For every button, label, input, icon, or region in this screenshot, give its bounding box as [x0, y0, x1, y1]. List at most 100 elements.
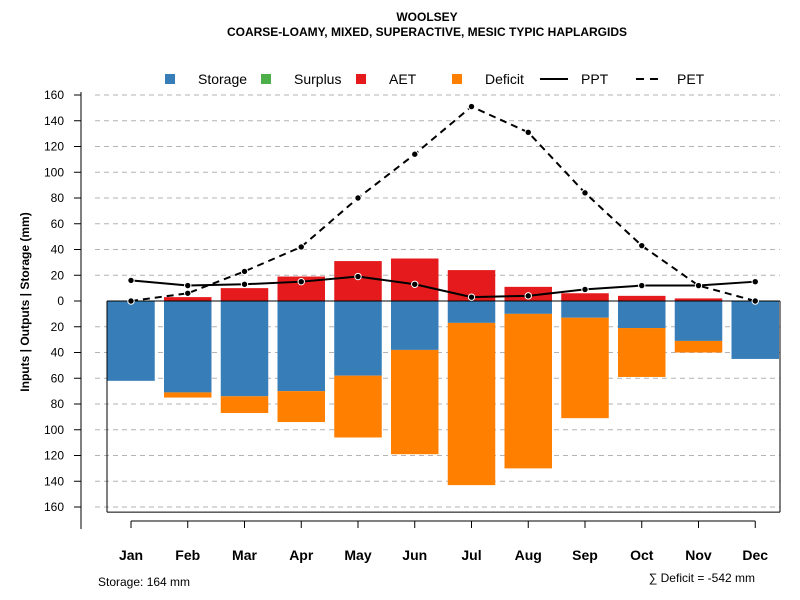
bar-aet-feb [164, 297, 212, 301]
point-ppt-oct [638, 281, 646, 290]
point-ppt-apr [297, 277, 305, 286]
bar-deficit-sep [561, 317, 609, 419]
x-tick-label-jun: Jun [402, 547, 427, 563]
y-tick-label: 40 [51, 346, 65, 360]
y-axis: 160 140 120 100 80 60 40 20 0 20 40 60 80 100 120 140 16… [44, 88, 82, 529]
x-tick-label-mar: Mar [232, 547, 257, 563]
series-lines [127, 102, 759, 305]
point-ppt-jul [467, 293, 476, 301]
x-tick-label-oct: Oct [630, 547, 654, 563]
bar-storage-mar [220, 301, 269, 397]
bar-aet-oct [618, 295, 666, 301]
legend: Storage Surplus AET Deficit PPT PET [165, 71, 705, 87]
point-pet-aug [524, 128, 532, 137]
legend-label-aet: AET [389, 71, 417, 87]
y-tick-label: 120 [44, 140, 64, 154]
bar-storage-jan [107, 301, 155, 381]
legend-label-pet: PET [677, 71, 705, 87]
bar-aet-sep [561, 293, 609, 301]
y-tick-label: 60 [51, 217, 65, 231]
y-tick-label: 100 [44, 165, 64, 179]
bar-storage-feb [164, 301, 212, 393]
y-tick-label: 140 [44, 474, 64, 488]
y-tick-label: 0 [57, 294, 64, 308]
y-tick-label: 20 [51, 320, 65, 334]
bars [107, 258, 779, 486]
point-pet-may [354, 194, 362, 202]
bar-aet-may [334, 261, 382, 301]
bar-aet-mar [220, 288, 269, 301]
legend-swatch-deficit [452, 74, 462, 84]
point-ppt-dec [751, 277, 759, 286]
y-tick-label: 80 [51, 397, 65, 411]
x-tick-label-may: May [344, 547, 371, 563]
plot-frame [106, 300, 781, 513]
bar-deficit-oct [618, 328, 666, 377]
point-ppt-feb [184, 281, 192, 290]
y-tick-label: 60 [51, 371, 65, 385]
y-tick-label: 120 [44, 449, 64, 463]
legend-label-ppt: PPT [581, 71, 609, 87]
bar-deficit-jun [391, 349, 439, 455]
chart-subtitle: COARSE-LOAMY, MIXED, SUPERACTIVE, MESIC … [227, 25, 627, 39]
bar-deficit-jul [447, 322, 496, 486]
legend-swatch-surplus [261, 74, 271, 84]
point-ppt-mar [240, 280, 249, 288]
point-pet-jun [411, 150, 419, 158]
point-pet-oct [638, 241, 646, 250]
bar-deficit-mar [220, 396, 269, 414]
x-tick-label-dec: Dec [742, 547, 768, 563]
bar-storage-dec [731, 301, 779, 359]
y-tick-label: 40 [51, 243, 65, 257]
x-axis: Jan Feb Mar Apr May Jun Jul Aug Sep Oct Nov Dec [119, 520, 768, 563]
deficit-note: ∑ Deficit = -542 mm [649, 571, 755, 585]
bar-deficit-aug [504, 313, 552, 469]
point-ppt-jan [127, 276, 135, 285]
y-tick-label: 160 [44, 500, 64, 514]
chart-title: WOOLSEY [396, 10, 457, 24]
y-axis-label: Inputs | Outputs | Storage (mm) [18, 212, 32, 391]
legend-label-surplus: Surplus [294, 71, 341, 87]
point-pet-apr [297, 243, 305, 251]
bar-deficit-may [334, 375, 382, 438]
y-tick-label: 100 [44, 423, 64, 437]
point-ppt-nov [694, 281, 703, 290]
line-pet [130, 105, 756, 302]
legend-label-storage: Storage [198, 71, 247, 87]
x-tick-label-apr: Apr [289, 547, 314, 563]
x-tick-label-sep: Sep [572, 547, 598, 563]
point-ppt-aug [524, 292, 532, 300]
point-pet-jan [127, 297, 135, 305]
legend-swatch-storage [165, 74, 175, 84]
point-pet-sep [581, 189, 589, 197]
storage-note: Storage: 164 mm [98, 575, 190, 589]
x-tick-label-jul: Jul [461, 547, 481, 563]
bar-deficit-nov [674, 340, 723, 353]
point-pet-dec [751, 297, 759, 305]
bar-storage-aug [504, 301, 552, 314]
bar-storage-may [334, 301, 382, 376]
bar-storage-oct [618, 301, 666, 329]
point-ppt-sep [581, 285, 589, 294]
y-tick-label: 140 [44, 114, 64, 128]
bar-deficit-apr [277, 391, 325, 423]
bar-storage-jun [391, 301, 439, 350]
legend-swatch-aet [356, 74, 366, 84]
x-tick-label-jan: Jan [119, 547, 143, 563]
point-pet-jul [467, 102, 476, 111]
x-tick-label-aug: Aug [515, 547, 542, 563]
point-pet-mar [240, 267, 249, 276]
y-tick-label: 80 [51, 191, 65, 205]
x-tick-label-feb: Feb [175, 547, 200, 563]
bar-storage-jul [447, 301, 496, 323]
bar-aet-nov [674, 298, 723, 301]
point-pet-feb [184, 289, 192, 297]
y-tick-label: 160 [44, 88, 64, 102]
bar-storage-nov [674, 301, 723, 341]
x-tick-label-nov: Nov [685, 547, 712, 563]
point-ppt-jun [411, 280, 419, 288]
y-tick-label: 20 [51, 268, 65, 282]
point-ppt-may [354, 272, 362, 281]
bar-aet-jun [391, 258, 439, 301]
